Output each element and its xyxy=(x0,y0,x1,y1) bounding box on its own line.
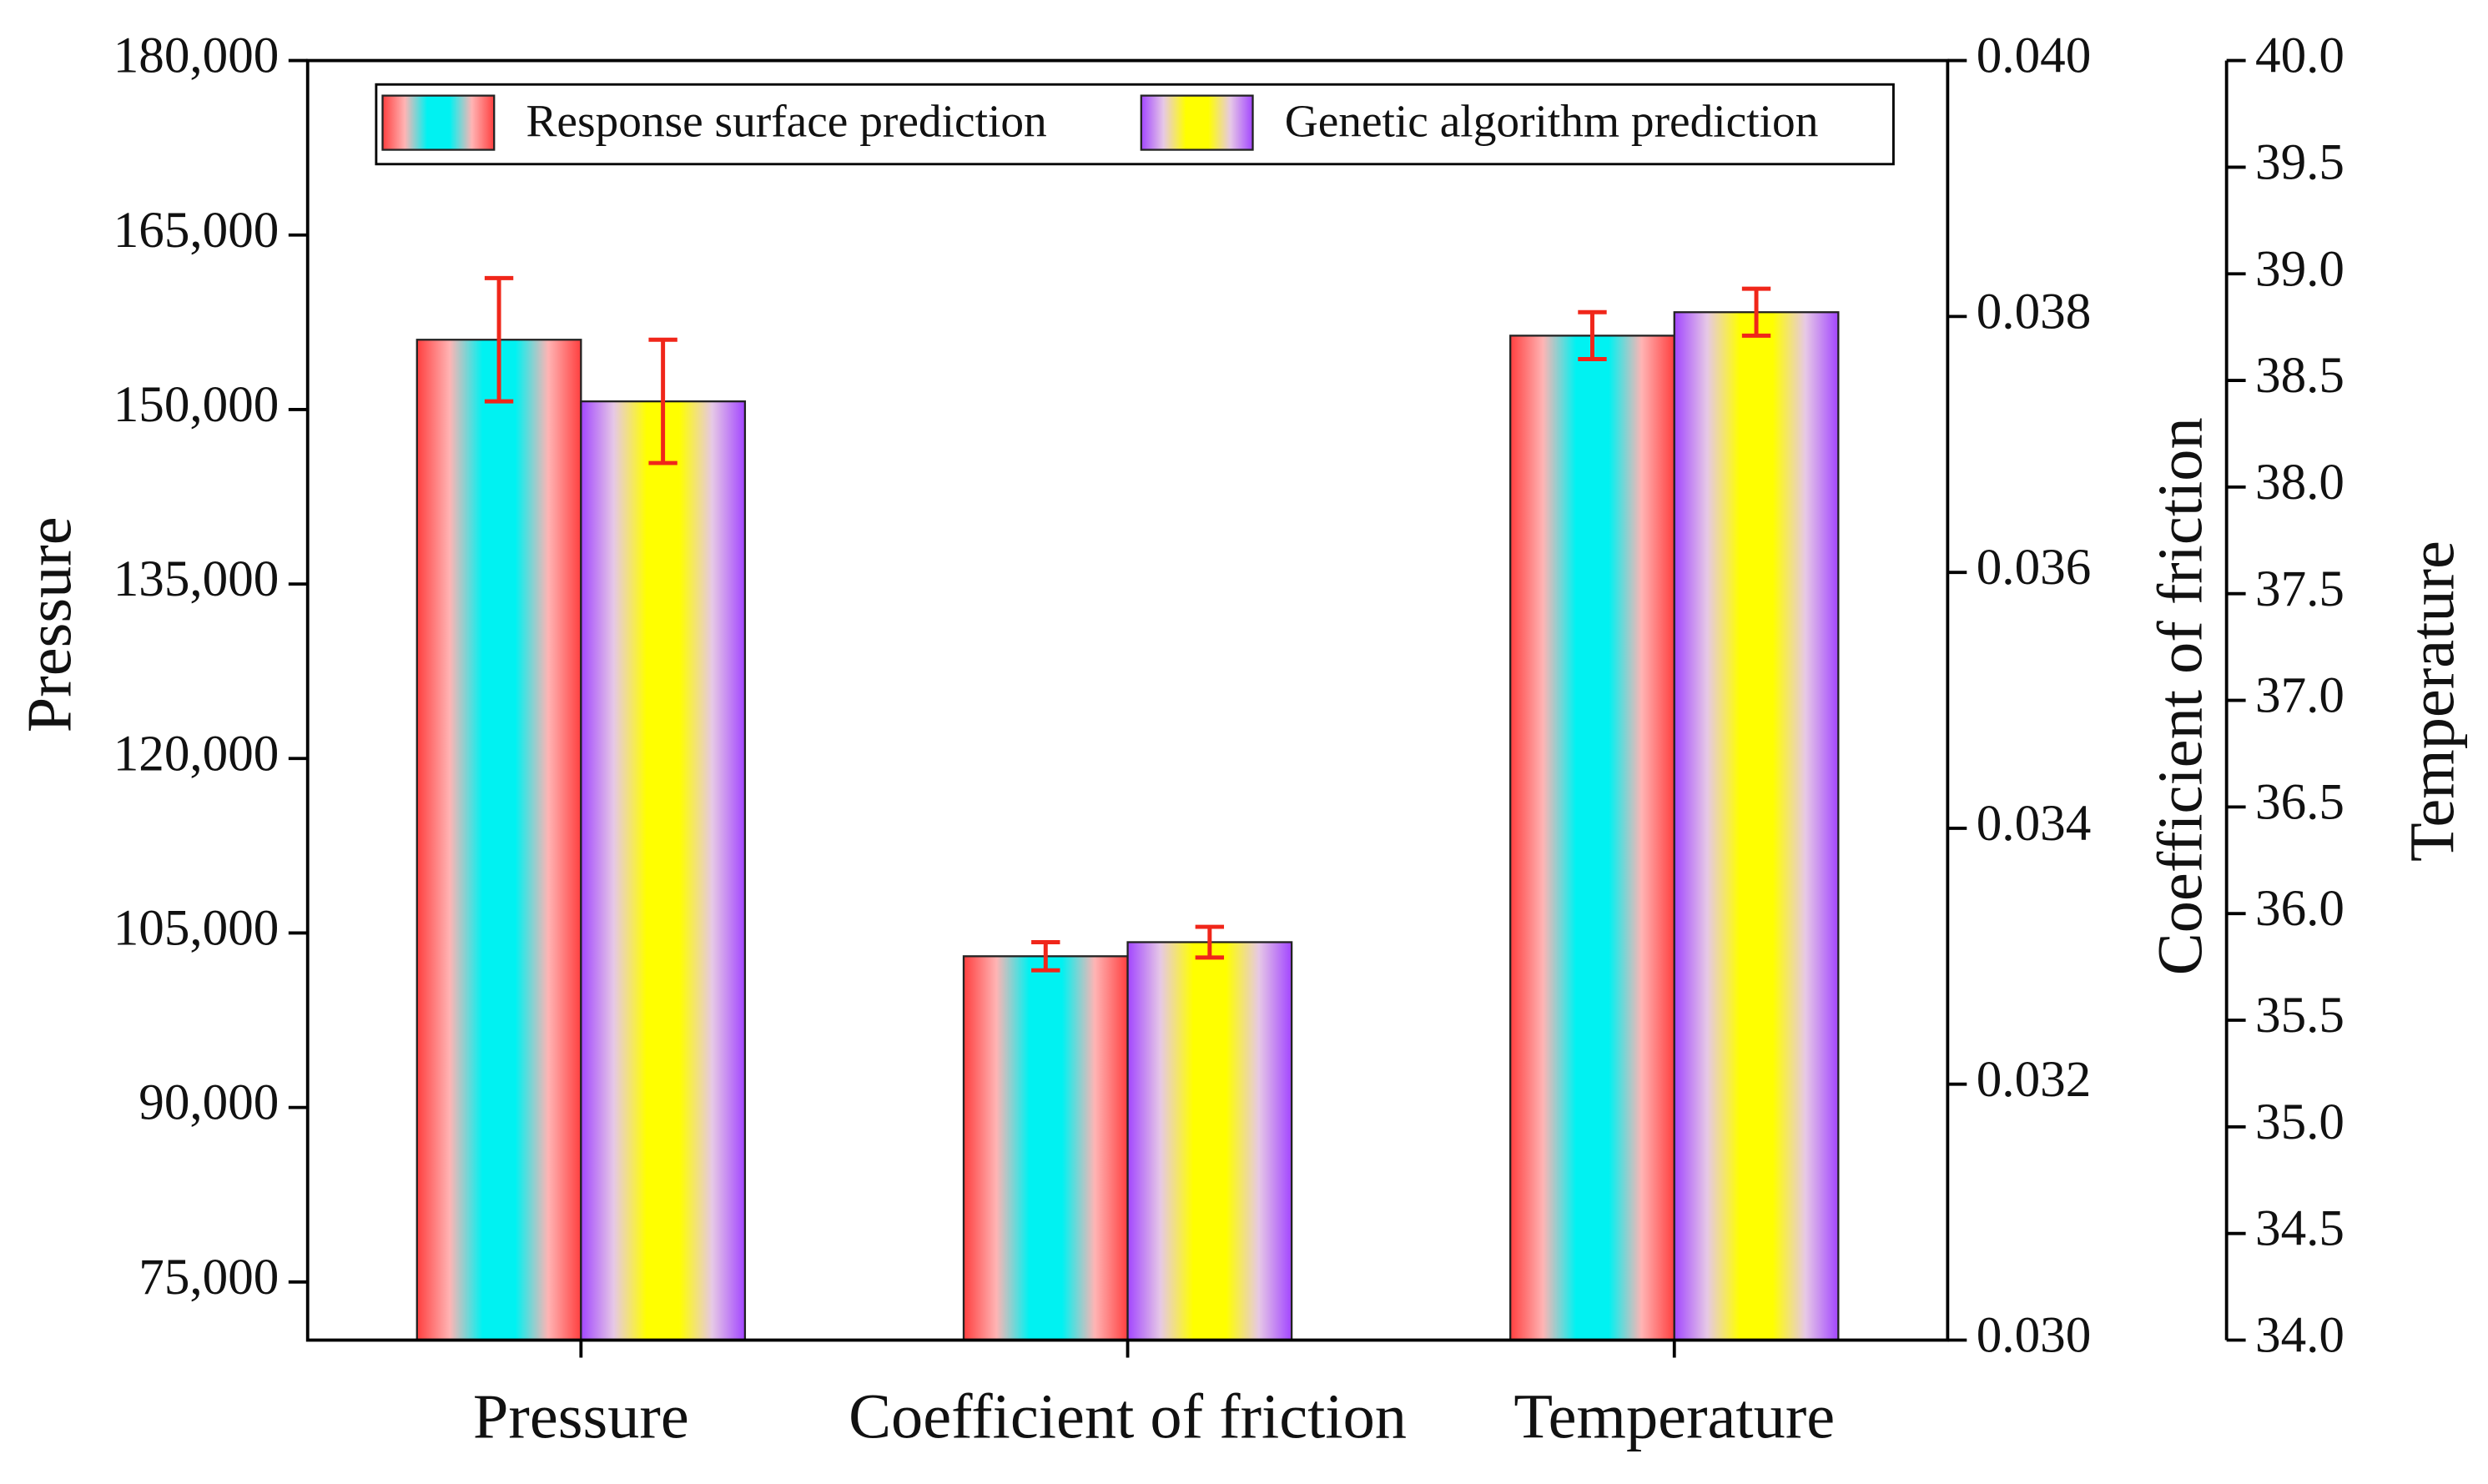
x-tick-label: Pressure xyxy=(473,1381,689,1451)
error-bar xyxy=(1031,939,1060,973)
error-bar xyxy=(648,337,677,465)
x-tick-label: Temperature xyxy=(1513,1381,1835,1451)
y3-tick-label: 38.0 xyxy=(2255,455,2344,511)
bar xyxy=(580,400,747,1341)
y3-axis-title: Temperature xyxy=(2396,541,2467,862)
y3-tick-label: 37.0 xyxy=(2255,668,2344,724)
y3-tick-label: 39.5 xyxy=(2255,134,2344,190)
y-tick-label: 75,000 xyxy=(139,1250,279,1305)
bar xyxy=(962,955,1129,1341)
y-tick-label: 150,000 xyxy=(113,377,280,433)
legend-label: Genetic algorithm prediction xyxy=(1285,96,1819,147)
y3-tick-label: 37.5 xyxy=(2255,561,2344,617)
error-bar xyxy=(484,275,514,404)
y-axis-title: Pressure xyxy=(13,516,84,732)
y2-tick-label: 0.032 xyxy=(1977,1052,2091,1108)
y3-tick-label: 35.5 xyxy=(2255,988,2344,1044)
error-bar xyxy=(1578,309,1607,361)
y2-tick-label: 0.036 xyxy=(1977,540,2091,596)
legend-box xyxy=(375,83,1895,166)
y-tick-label: 135,000 xyxy=(113,551,280,607)
y3-tick-label: 36.0 xyxy=(2255,881,2344,937)
error-bar xyxy=(1741,286,1771,338)
legend-label: Response surface prediction xyxy=(526,96,1046,147)
y3-tick-label: 34.0 xyxy=(2255,1308,2344,1364)
bar xyxy=(1126,941,1293,1341)
y3-tick-label: 40.0 xyxy=(2255,28,2344,84)
y3-tick-label: 39.0 xyxy=(2255,241,2344,297)
plot-frame xyxy=(305,58,1950,1342)
y3-tick-label: 34.5 xyxy=(2255,1201,2344,1257)
y2-axis-title: Coefficient of friction xyxy=(2144,417,2215,975)
y-tick-label: 120,000 xyxy=(113,726,280,782)
y-tick-label: 165,000 xyxy=(113,203,280,259)
y2-tick-label: 0.030 xyxy=(1977,1308,2091,1364)
y2-tick-label: 0.038 xyxy=(1977,284,2091,340)
y3-tick-label: 36.5 xyxy=(2255,774,2344,830)
bar xyxy=(1509,335,1675,1341)
error-bar xyxy=(1195,924,1225,960)
y-tick-label: 90,000 xyxy=(139,1075,279,1131)
y2-tick-label: 0.040 xyxy=(1977,28,2091,84)
legend-swatch xyxy=(381,94,496,151)
legend: Response surface prediction Genetic algor… xyxy=(375,83,1895,166)
bar xyxy=(1673,311,1840,1341)
y-tick-label: 180,000 xyxy=(113,28,280,84)
legend-swatch xyxy=(1140,94,1254,151)
y-tick-label: 105,000 xyxy=(113,900,280,956)
x-tick-label: Coefficient of friction xyxy=(849,1381,1407,1451)
bar xyxy=(416,339,582,1341)
y3-tick-label: 38.5 xyxy=(2255,348,2344,404)
y2-tick-label: 0.034 xyxy=(1977,796,2091,852)
y3-tick-label: 35.0 xyxy=(2255,1094,2344,1150)
